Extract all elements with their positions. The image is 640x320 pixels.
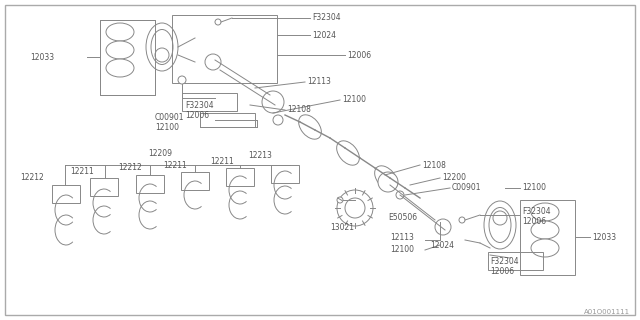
Ellipse shape [151,29,173,65]
Circle shape [337,197,343,203]
Text: 12006: 12006 [490,268,514,276]
Circle shape [378,172,398,192]
Text: A01O001111: A01O001111 [584,309,630,315]
Text: 12213: 12213 [248,150,272,159]
Text: 12212: 12212 [20,173,44,182]
Text: 12006: 12006 [522,218,546,227]
Circle shape [155,48,169,62]
Ellipse shape [146,23,178,71]
Bar [226,168,254,186]
Ellipse shape [531,203,559,221]
Text: 12200: 12200 [442,173,466,182]
Text: 12108: 12108 [422,161,446,170]
Text: C00901: C00901 [452,183,481,193]
Ellipse shape [337,141,359,165]
Ellipse shape [484,201,516,249]
Bar [172,15,277,83]
Text: 12033: 12033 [30,52,54,61]
Text: 12100: 12100 [390,245,414,254]
Circle shape [435,219,451,235]
Bar [136,175,164,193]
Text: F32304: F32304 [490,258,518,267]
Ellipse shape [299,115,321,139]
Text: 12209: 12209 [148,148,172,157]
Text: F32304: F32304 [312,13,340,22]
Bar [52,185,80,203]
Bar [488,252,543,270]
Text: 13021: 13021 [330,223,354,233]
Ellipse shape [374,166,397,190]
Text: 12006: 12006 [185,110,209,119]
Bar [520,200,575,275]
Text: 12108: 12108 [287,106,311,115]
Circle shape [337,190,373,226]
Text: 12100: 12100 [342,95,366,105]
Text: F32304: F32304 [185,100,214,109]
Text: 12212: 12212 [118,164,141,172]
Circle shape [205,54,221,70]
Ellipse shape [106,23,134,41]
Text: F32304: F32304 [522,207,550,217]
Text: 12024: 12024 [430,241,454,250]
Text: E50506: E50506 [388,213,417,222]
Ellipse shape [531,239,559,257]
Ellipse shape [531,221,559,239]
Text: 12006: 12006 [347,51,371,60]
Bar [200,113,255,127]
Bar [182,93,237,111]
Text: 12211: 12211 [210,157,234,166]
Bar [271,165,299,183]
Circle shape [396,191,404,199]
Ellipse shape [106,59,134,77]
Bar [90,178,118,196]
Text: 12211: 12211 [163,161,187,170]
Text: 12033: 12033 [592,233,616,242]
Text: 12211: 12211 [70,166,93,175]
Text: C00901: C00901 [155,113,184,122]
Circle shape [262,91,284,113]
Circle shape [178,76,186,84]
Text: 12100: 12100 [155,124,179,132]
Ellipse shape [489,207,511,243]
Text: 12113: 12113 [307,77,331,86]
Circle shape [459,217,465,223]
Text: 12100: 12100 [522,183,546,193]
Circle shape [345,198,365,218]
Text: 12024: 12024 [312,30,336,39]
Ellipse shape [106,41,134,59]
Circle shape [273,115,283,125]
Circle shape [493,211,507,225]
Bar [181,172,209,190]
Bar [100,20,155,95]
Bar [100,20,155,95]
Circle shape [215,19,221,25]
Text: 12113: 12113 [390,234,414,243]
